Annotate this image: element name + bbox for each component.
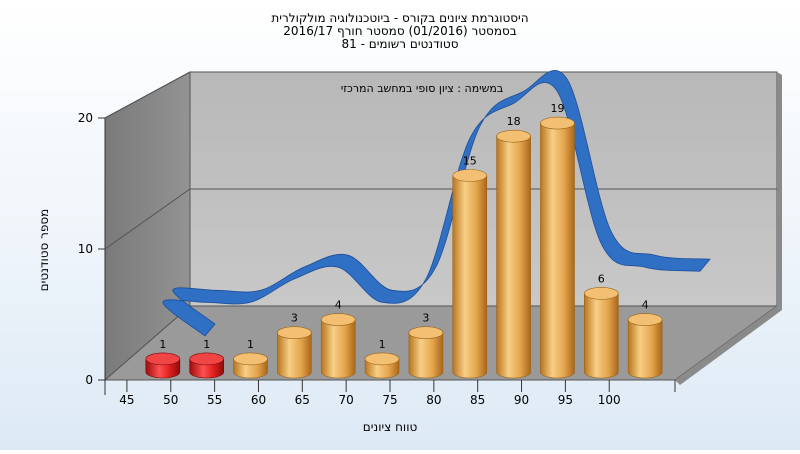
data-label: 1 [159, 338, 166, 351]
bar [189, 352, 224, 379]
y-axis: 0 10 20 [78, 111, 105, 387]
bar-top [145, 352, 181, 366]
bar-top [408, 326, 444, 340]
bar-top [189, 352, 224, 366]
bar-body [540, 122, 575, 379]
data-label: 1 [379, 338, 386, 351]
bar-top [320, 313, 356, 326]
y-axis-label: מספר סטודנטים [37, 209, 51, 292]
data-label: 4 [335, 299, 342, 312]
x-tick-label: 95 [558, 393, 573, 407]
gridlines [104, 71, 777, 250]
chart-title-line-2: בסמסטר (01/2016) סמסטר חורף 2016/17 [283, 24, 516, 38]
bar-body [277, 332, 312, 379]
bar-top [584, 287, 619, 300]
front-rim [675, 306, 782, 385]
x-tick-label: 70 [339, 393, 354, 407]
bar [584, 287, 619, 379]
data-label: 6 [598, 272, 605, 285]
data-label: 3 [291, 312, 298, 325]
data-label: 19 [550, 102, 564, 115]
x-tick-label: 50 [163, 393, 178, 407]
data-label: 1 [247, 338, 254, 351]
chart-title-line-3: סטודנטים רשומים - 81 [341, 37, 458, 51]
bar [233, 352, 268, 379]
data-label: 3 [422, 312, 429, 325]
x-tick-label: 45 [119, 393, 134, 407]
bar-body [452, 175, 488, 379]
bar-top [496, 129, 531, 143]
bar [496, 129, 531, 379]
gridline [104, 188, 777, 250]
x-tick-label: 100 [598, 393, 621, 407]
x-axis-label: טווח ציונים [363, 420, 418, 434]
chart-title-line-1: היסטוגרמת ציונים בקורס - ביוטכנולוגיה מו… [271, 11, 528, 25]
bar [408, 326, 444, 379]
x-tick-label: 85 [470, 393, 485, 407]
x-tick-label: 75 [382, 393, 397, 407]
bar [320, 313, 356, 379]
data-label: 18 [507, 115, 521, 128]
bar [145, 352, 181, 379]
gridline [104, 71, 777, 119]
chart-annotation: במשימה : ציון סופי במחשב המרכזי [341, 82, 504, 95]
bar-top [364, 352, 400, 366]
bar [452, 169, 488, 379]
x-axis: 45 50 55 60 65 70 75 80 85 90 95 100 [119, 380, 676, 407]
data-label: 15 [463, 155, 477, 168]
x-tick-label: 80 [426, 393, 441, 407]
y-tick-label: 0 [85, 373, 93, 387]
x-tick-label: 90 [514, 393, 529, 407]
bar-body [584, 293, 619, 379]
bar-body [408, 332, 444, 379]
bar-body [496, 135, 531, 379]
data-label: 4 [642, 299, 649, 312]
y-tick-label: 10 [78, 242, 93, 256]
bar [364, 352, 400, 379]
data-label: 1 [203, 338, 210, 351]
bar-top [540, 116, 575, 130]
x-tick-label: 60 [251, 393, 266, 407]
bar [540, 116, 575, 379]
data-labels: 1 1 1 3 4 1 3 15 18 19 6 4 [159, 102, 648, 351]
bar-top [233, 352, 268, 366]
bar-body [320, 319, 356, 379]
bar-top [452, 169, 488, 182]
bar [627, 313, 663, 379]
bar [277, 326, 312, 379]
bar-top [277, 326, 312, 340]
bar-top [627, 313, 663, 326]
bars [145, 116, 663, 379]
x-tick-label: 55 [207, 393, 222, 407]
bar-body [627, 319, 663, 379]
right-rim [777, 72, 782, 310]
y-tick-label: 20 [78, 111, 93, 125]
x-tick-label: 65 [295, 393, 310, 407]
